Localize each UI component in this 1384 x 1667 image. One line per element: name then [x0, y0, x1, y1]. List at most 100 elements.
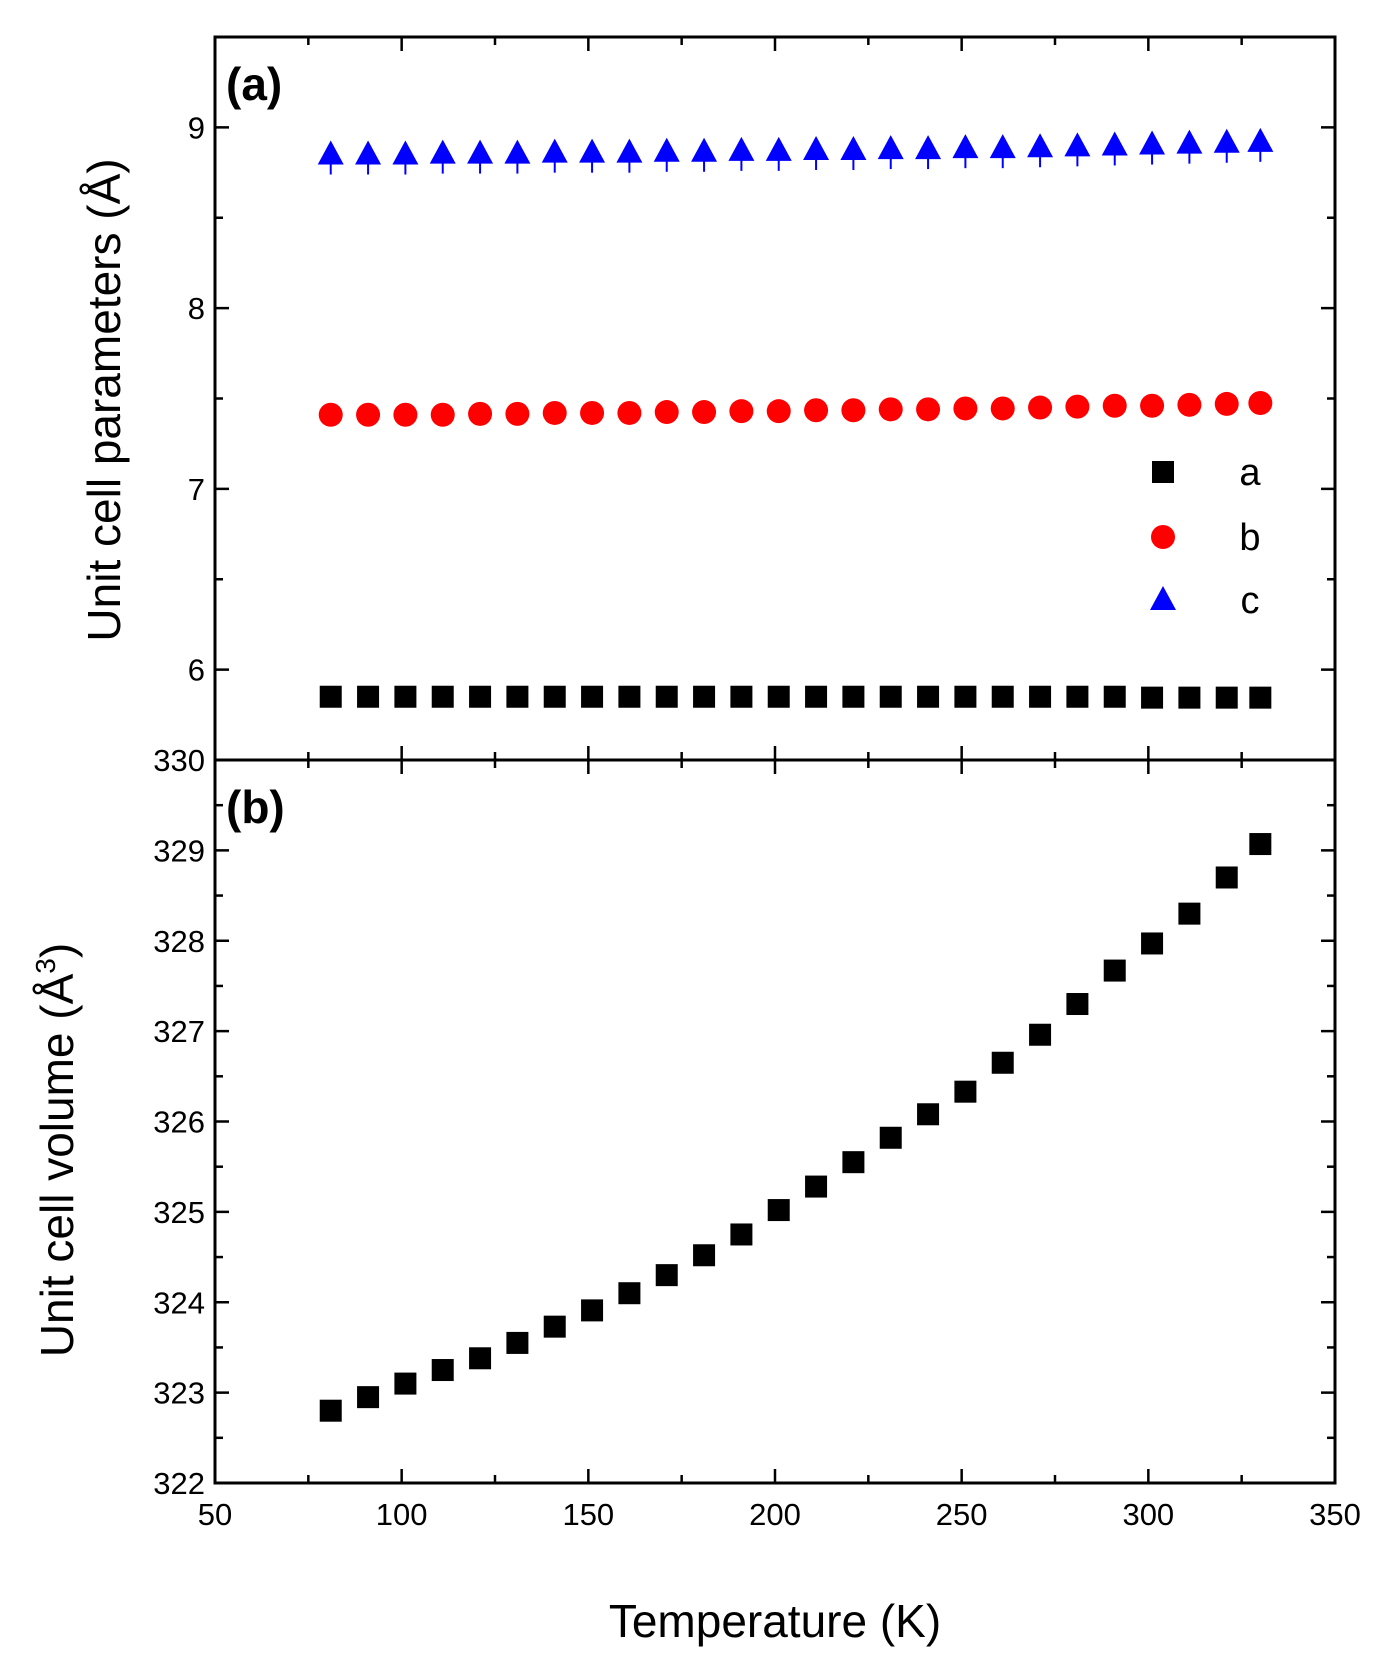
data-point-b: [1140, 393, 1165, 418]
data-point-a: [1103, 685, 1126, 708]
data-point-a: [1141, 686, 1164, 709]
data-point-b: [430, 402, 455, 427]
data-point-b: [916, 397, 941, 422]
panel-a-label: (a): [226, 58, 282, 110]
data-point-b: [542, 400, 567, 425]
data-point-c: [1213, 128, 1240, 153]
data-point-a: [506, 685, 529, 708]
data-point-b: [1177, 392, 1202, 417]
data-point-b: [1214, 391, 1239, 416]
data-point-a: [842, 685, 865, 708]
data-point-V: [394, 1372, 417, 1395]
x-axis-title: Temperature (K): [609, 1595, 941, 1647]
data-point-b: [617, 400, 642, 425]
legend-marker-a: [1152, 461, 1174, 483]
data-point-c: [1176, 129, 1203, 154]
data-point-V: [879, 1126, 902, 1149]
data-point-c: [803, 135, 830, 160]
data-point-c: [1064, 132, 1091, 157]
data-point-V: [431, 1359, 454, 1382]
data-point-b: [318, 402, 343, 427]
panel-b-frame: [213, 758, 1337, 1485]
data-point-c: [504, 139, 531, 164]
data-point-c: [467, 139, 494, 164]
data-point-c: [840, 135, 867, 160]
y-tick-label: 7: [188, 472, 205, 507]
y-tick-label: 9: [188, 110, 205, 145]
data-point-V: [1141, 932, 1164, 955]
data-point-V: [1249, 833, 1272, 856]
data-point-c: [317, 140, 344, 165]
data-point-V: [319, 1399, 342, 1422]
data-point-V: [767, 1199, 790, 1222]
data-point-b: [953, 396, 978, 421]
data-point-b: [841, 398, 866, 423]
legend: abc: [1150, 452, 1261, 622]
data-point-b: [393, 402, 418, 427]
data-point-b: [766, 399, 791, 424]
data-point-a: [431, 685, 454, 708]
data-point-V: [1178, 902, 1201, 925]
data-point-b: [1028, 395, 1053, 420]
data-point-a: [357, 685, 380, 708]
data-point-V: [842, 1151, 865, 1174]
data-point-V: [618, 1282, 641, 1305]
data-point-a: [1178, 686, 1201, 709]
data-point-V: [543, 1315, 566, 1338]
y-tick-label: 328: [153, 924, 205, 959]
data-point-V: [730, 1223, 753, 1246]
y-tick-label: 326: [153, 1105, 205, 1140]
panel-a-tick-labels: 6 7 8 9: [188, 110, 205, 687]
data-point-c: [1139, 130, 1166, 155]
y-tick-label: 322: [153, 1466, 205, 1501]
data-point-c: [541, 138, 568, 163]
data-point-a: [917, 685, 940, 708]
panel-b-y-axis-title-main: Unit cell volume (Å: [31, 973, 83, 1357]
data-point-a: [730, 685, 753, 708]
y-tick-label: 327: [153, 1014, 205, 1049]
data-point-c: [616, 138, 643, 163]
data-point-c: [691, 137, 718, 162]
data-point-a: [618, 685, 641, 708]
data-point-c: [765, 136, 792, 161]
data-point-a: [767, 685, 790, 708]
data-point-c: [728, 136, 755, 161]
data-point-a: [1249, 686, 1272, 709]
data-point-b: [1065, 394, 1090, 419]
data-point-a: [581, 685, 604, 708]
data-point-b: [1248, 391, 1273, 416]
data-point-a: [879, 685, 902, 708]
panel-b-y-axis-title: Unit cell volume (Å3): [30, 943, 83, 1357]
data-point-c: [1027, 133, 1054, 158]
data-point-b: [990, 396, 1015, 421]
data-point-a: [655, 685, 678, 708]
data-point-V: [991, 1051, 1014, 1074]
x-tick-label: 200: [749, 1497, 801, 1532]
panel-a-ticks: [213, 35, 1337, 762]
data-point-c: [1101, 131, 1128, 156]
legend-marker-c: [1150, 586, 1176, 610]
data-point-a: [1029, 685, 1052, 708]
panel-b-y-axis-title-sup: 3: [30, 958, 61, 974]
data-point-V: [581, 1299, 604, 1322]
data-point-V: [1103, 959, 1126, 982]
data-point-b: [654, 400, 679, 425]
y-tick-label: 329: [153, 833, 205, 868]
legend-marker-b: [1151, 525, 1175, 549]
data-point-V: [655, 1264, 678, 1287]
data-point-b: [804, 398, 829, 423]
y-tick-label: 323: [153, 1376, 205, 1411]
data-point-c: [653, 137, 680, 162]
data-point-b: [692, 400, 717, 425]
data-point-c: [392, 140, 419, 165]
data-point-V: [1215, 866, 1238, 889]
data-point-b: [580, 400, 605, 425]
panel-a-data-points: [317, 127, 1274, 709]
x-tick-label: 350: [1309, 1497, 1361, 1532]
panel-a-y-axis-title: Unit cell parameters (Å): [78, 158, 130, 641]
data-point-a: [805, 685, 828, 708]
y-tick-label: 324: [153, 1285, 205, 1320]
data-point-V: [469, 1347, 492, 1370]
data-point-a: [394, 685, 417, 708]
